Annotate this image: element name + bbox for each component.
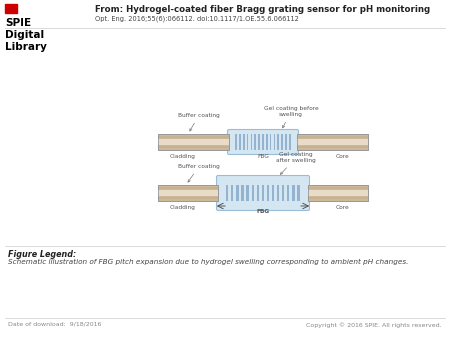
Text: FBG: FBG [257, 154, 269, 159]
Bar [236, 185, 238, 201]
Text: Date of download:  9/18/2016: Date of download: 9/18/2016 [8, 322, 101, 327]
Text: Core: Core [336, 154, 350, 159]
Bar [239, 134, 241, 150]
Text: Buffer coating: Buffer coating [178, 164, 220, 182]
FancyBboxPatch shape [228, 129, 298, 154]
Bar [251, 134, 252, 150]
Bar [231, 185, 234, 201]
Bar [267, 185, 269, 201]
Bar [256, 185, 259, 201]
Bar [272, 185, 274, 201]
Bar [287, 185, 289, 201]
Bar [226, 185, 229, 201]
Bar [289, 134, 291, 150]
Bar [158, 134, 229, 150]
Bar [158, 134, 229, 150]
Text: Opt. Eng. 2016;55(6):066112. doi:10.1117/1.OE.55.6.066112: Opt. Eng. 2016;55(6):066112. doi:10.1117… [95, 16, 299, 23]
Text: Cladding: Cladding [170, 154, 196, 159]
Bar [235, 134, 237, 150]
Bar [277, 185, 279, 201]
Bar [297, 139, 368, 145]
Bar [158, 139, 229, 145]
Text: Library: Library [5, 42, 47, 52]
Bar [243, 134, 244, 150]
Bar [308, 185, 368, 201]
Text: SPIE: SPIE [5, 18, 31, 28]
Bar [297, 134, 368, 150]
Bar [308, 185, 368, 201]
Bar [297, 185, 300, 201]
Bar [158, 190, 218, 196]
Bar [262, 185, 264, 201]
Bar [247, 185, 249, 201]
Bar [262, 134, 264, 150]
Bar [241, 185, 243, 201]
Text: From: Hydrogel-coated fiber Bragg grating sensor for pH monitoring: From: Hydrogel-coated fiber Bragg gratin… [95, 5, 430, 14]
Bar [282, 185, 284, 201]
Bar [247, 134, 248, 150]
Text: Cladding: Cladding [170, 205, 196, 210]
Text: Copyright © 2016 SPIE. All rights reserved.: Copyright © 2016 SPIE. All rights reserv… [306, 322, 442, 328]
Bar [266, 134, 268, 150]
Bar [277, 134, 279, 150]
Text: Core: Core [336, 205, 350, 210]
Bar [270, 134, 271, 150]
Bar [285, 134, 287, 150]
Text: Gel coating before
swelling: Gel coating before swelling [264, 106, 319, 128]
FancyBboxPatch shape [216, 175, 310, 211]
Bar [252, 185, 254, 201]
Bar [292, 185, 295, 201]
Text: Figure Legend:: Figure Legend: [8, 250, 76, 259]
Bar [297, 134, 368, 150]
Bar [158, 185, 218, 201]
Bar [258, 134, 260, 150]
Text: Digital: Digital [5, 30, 44, 40]
Bar [158, 185, 218, 201]
Bar [308, 190, 368, 196]
Text: Gel coating
after swelling: Gel coating after swelling [276, 152, 316, 174]
Bar [274, 134, 275, 150]
Bar [254, 134, 256, 150]
Text: Schematic illustration of FBG pitch expansion due to hydrogel swelling correspon: Schematic illustration of FBG pitch expa… [8, 259, 409, 265]
Bar [5, 4, 17, 13]
Text: FBG: FBG [256, 209, 270, 214]
Bar [281, 134, 283, 150]
Text: Buffer coating: Buffer coating [178, 113, 220, 131]
